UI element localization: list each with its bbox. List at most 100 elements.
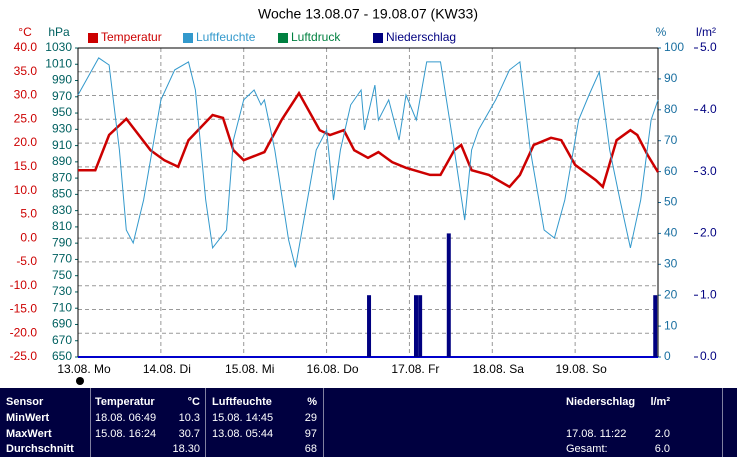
x-tick-label: 18.08. Sa	[473, 362, 525, 376]
header-cell: Niederschlag	[566, 396, 636, 408]
legend-swatch	[88, 33, 98, 43]
marker-dot	[76, 377, 84, 385]
summary-table: Sensor Temperatur °C Luftfeuchte % Niede…	[0, 388, 737, 457]
y-tick-label: -5.0	[16, 254, 37, 268]
header-cell: °C	[187, 396, 200, 408]
x-tick-label: 16.08. Do	[307, 362, 359, 376]
row-label: MaxWert	[6, 428, 52, 440]
y-tick-label: 0.0	[20, 230, 37, 244]
y2-tick-label: 80	[664, 102, 678, 116]
bar	[446, 233, 451, 357]
y3-tick-label: 850	[52, 187, 72, 201]
y-tick-label: 25.0	[14, 111, 38, 125]
y3-tick-label: 690	[52, 317, 72, 331]
y3-tick-label: 910	[52, 138, 72, 152]
y3-tick-label: 1030	[45, 40, 72, 54]
line	[78, 90, 660, 190]
y3-tick-label: 990	[52, 73, 72, 87]
cell: 18.08. 06:49	[95, 412, 157, 424]
bar	[413, 295, 418, 357]
cell: 13.08. 05:44	[212, 428, 274, 440]
cell: 10.3	[178, 412, 200, 424]
y2-tick-label: 60	[664, 164, 678, 178]
cell: 6.0	[654, 443, 670, 455]
cell: 15.08. 14:45	[212, 412, 274, 424]
cell: 68	[304, 443, 317, 455]
y4-tick-label: 2.0	[700, 226, 717, 240]
y2-tick-label: 30	[664, 256, 678, 270]
bar	[367, 295, 372, 357]
y3-tick-label: 810	[52, 219, 72, 233]
y2-tick-label: 50	[664, 195, 678, 209]
y3-tick-label: 650	[52, 349, 72, 363]
y-tick-label: 30.0	[14, 88, 38, 102]
header-cell: Temperatur	[95, 396, 155, 408]
cell: 17.08. 11:22	[566, 428, 627, 440]
x-tick-label: 14.08. Di	[143, 362, 191, 376]
bar	[653, 295, 658, 357]
header-cell: Luftfeuchte	[212, 396, 272, 408]
y-tick-label: 35.0	[14, 64, 38, 78]
y3-tick-label: 950	[52, 105, 72, 119]
y-tick-label: -20.0	[10, 325, 38, 339]
y3-tick-label: 790	[52, 235, 72, 249]
y3-tick-label: 870	[52, 170, 72, 184]
legend-swatch	[373, 33, 383, 43]
y3-tick-label: 730	[52, 284, 72, 298]
y-tick-label: -25.0	[10, 349, 38, 363]
chart: Woche 13.08.07 - 19.08.07 (KW33) °C hPa …	[9, 5, 718, 385]
y-tick-label: -10.0	[10, 278, 38, 292]
x-tick-label: 15.08. Mi	[225, 362, 274, 376]
axis-label: °C	[18, 25, 32, 39]
y-tick-label: -15.0	[10, 302, 38, 316]
bar	[418, 295, 423, 357]
line	[77, 57, 659, 268]
y2-tick-label: 0	[664, 349, 671, 363]
y-tick-label: 5.0	[20, 207, 37, 221]
header-cell: %	[307, 396, 317, 408]
legend-swatch	[278, 33, 288, 43]
divider	[722, 388, 723, 457]
y-tick-label: 10.0	[14, 183, 38, 197]
cell: 2.0	[654, 428, 670, 440]
cell: 18.30	[172, 443, 200, 455]
y4-tick-label: 4.0	[700, 102, 717, 116]
y3-tick-label: 750	[52, 268, 72, 282]
y4-tick-label: 5.0	[700, 40, 717, 54]
x-tick-label: 13.08. Mo	[57, 362, 111, 376]
y3-tick-label: 1010	[45, 56, 72, 70]
y-tick-label: 20.0	[14, 135, 38, 149]
axis-label: hPa	[48, 25, 70, 39]
y-tick-label: 40.0	[14, 40, 38, 54]
legend-label: Luftdruck	[291, 30, 341, 44]
legend-swatch	[183, 33, 193, 43]
y4-tick-label: 3.0	[700, 164, 717, 178]
row-label: Durchschnitt	[6, 443, 74, 455]
axis-label: %	[656, 25, 667, 39]
y2-tick-label: 100	[664, 40, 684, 54]
legend-label: Luftfeuchte	[196, 30, 256, 44]
axis-label: l/m²	[696, 25, 716, 39]
y2-tick-label: 70	[664, 133, 678, 147]
divider	[205, 388, 206, 457]
y3-tick-label: 670	[52, 333, 72, 347]
y3-tick-label: 710	[52, 300, 72, 314]
y2-tick-label: 90	[664, 71, 678, 85]
y3-tick-label: 830	[52, 203, 72, 217]
cell: 30.7	[178, 428, 200, 440]
x-tick-label: 19.08. So	[555, 362, 607, 376]
header-cell: l/m²	[650, 396, 670, 408]
y2-tick-label: 40	[664, 226, 678, 240]
y3-tick-label: 930	[52, 121, 72, 135]
legend-label: Temperatur	[101, 30, 162, 44]
header-cell: Sensor	[6, 396, 44, 408]
y4-tick-label: 1.0	[700, 287, 717, 301]
cell: 29	[304, 412, 317, 424]
y2-tick-label: 20	[664, 287, 678, 301]
row-label: MinWert	[6, 412, 50, 424]
y3-tick-label: 970	[52, 89, 72, 103]
x-tick-label: 17.08. Fr	[391, 362, 439, 376]
cell: 15.08. 16:24	[95, 428, 157, 440]
cell: Gesamt:	[566, 443, 608, 455]
